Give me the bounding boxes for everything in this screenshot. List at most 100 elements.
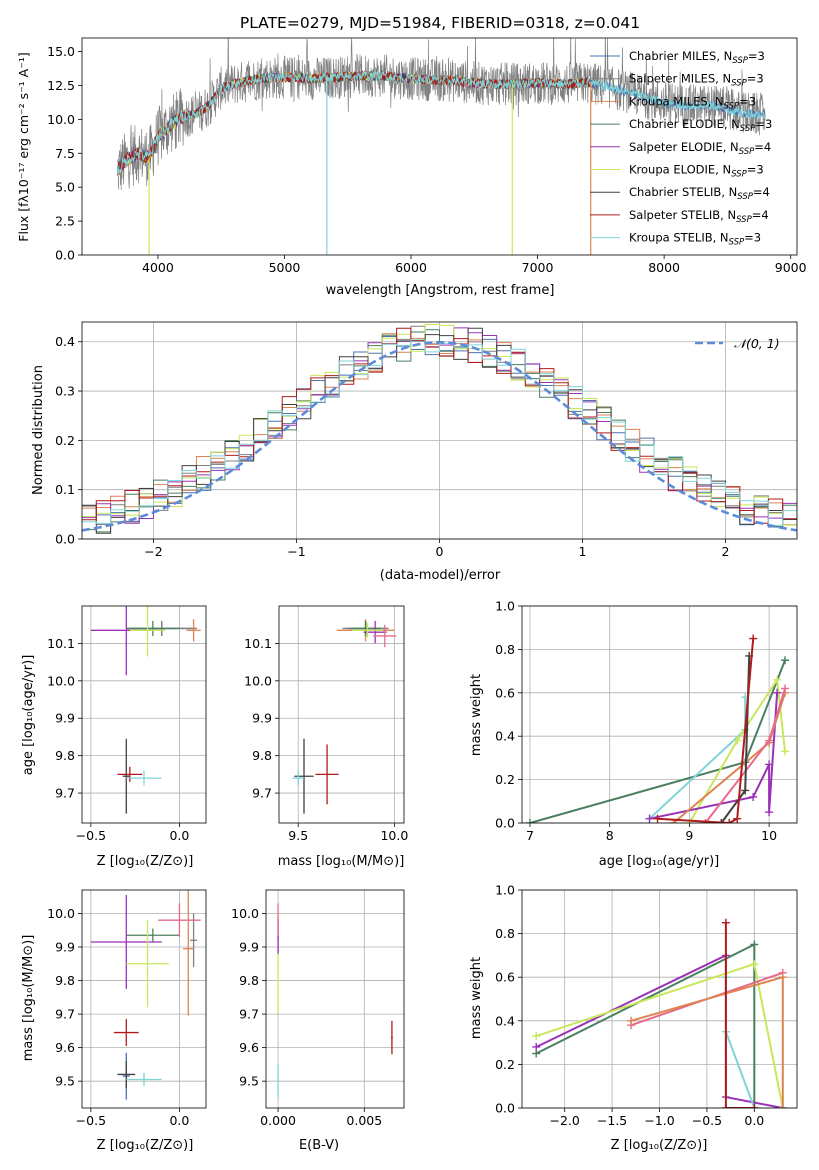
massweight-vs-Z-series-marker [532,1032,541,1041]
spectrum-y-tick-label: 2.5 [55,214,75,229]
mass-vs-Z-errorbar-point [126,920,169,1008]
massweight-vs-Z-panel: −2.0 −1.5 −1.0 −0.5 0.0 0.0 0.2 0.4 0.6 0.8 1.0 Z … [469,883,798,1153]
age-vs-Z-errorbar-point [122,738,130,814]
residuals-histogram-step [82,329,797,533]
age-vs-Z-errorbar-point [117,766,143,782]
mass-vs-Z-y-tick-label: 9.8 [55,973,75,988]
legend-label-rest: =3 [755,117,772,131]
mass-vs-Z-panel: −0.5 0.0 9.5 9.6 9.7 9.8 9.9 10.0 Z [log₁₀(Z/Z⊙… [21,889,207,1153]
massweight-vs-age-series-marker [773,688,782,697]
massweight-vs-age-series-marker [765,760,774,769]
residuals-histogram-step [82,336,797,535]
massweight-vs-Z-series-marker [627,1016,636,1025]
legend-subscript: SSP [731,170,747,180]
age-vs-Z-frame [81,605,207,824]
residuals-histogram-step [82,327,797,535]
residuals-y-tick-label: 0.2 [55,433,75,448]
massweight-vs-age-frame [521,605,798,824]
massweight-vs-age-series-marker [733,814,742,823]
spectrum-x-label: wavelength [Angstrom, rest frame] [326,283,555,298]
massweight-vs-age-x-tick-label: 9 [685,828,693,843]
massweight-vs-age-x-tick-label: 8 [606,828,614,843]
massweight-vs-Z-y-tick-label: 0.2 [495,1057,515,1072]
mass-vs-EBV-y-tick-label: 9.6 [239,1040,259,1055]
massweight-vs-age-series-marker [741,786,750,795]
massweight-vs-age-y-tick-label: 0.2 [495,772,515,787]
mass-vs-EBV-errorbar-point [277,903,279,937]
mass-vs-Z-errorbar-point [113,1019,139,1046]
mass-vs-EBV-y-tick-label: 9.5 [239,1074,259,1089]
legend-subscript: SSP [737,192,753,202]
legend-label: Kroupa STELIB, NSSP=3 [629,231,761,248]
age-vs-mass-x-tick-label: 10.0 [380,828,408,843]
spectrum-y-tick-label: 0.0 [55,248,75,263]
massweight-vs-age-panel: 7 8 9 10 0.0 0.2 0.4 0.6 0.8 1.0 age [log₁₀(age/y… [469,599,798,869]
mass-vs-EBV-x-tick-label: 0.000 [260,1113,296,1128]
massweight-vs-age-y-label: mass weight [469,674,484,756]
residuals-histogram-step [82,339,797,533]
age-vs-Z-x-label: Z [log₁₀(Z/Z⊙)] [97,854,194,869]
massweight-vs-age-series-line [688,676,786,823]
massweight-vs-Z-x-tick-label: 0.0 [744,1113,764,1128]
mass-vs-EBV-errorbar-point [391,1020,393,1055]
massweight-vs-age-series-marker [781,747,790,756]
age-vs-mass-y-tick-label: 10.0 [244,673,272,688]
massweight-vs-Z-y-tick-label: 0.8 [495,926,515,941]
mass-vs-EBV-y-tick-label: 9.9 [239,940,259,955]
residuals-y-tick-label: 0.1 [55,482,75,497]
massweight-vs-Z-series-marker [750,960,759,969]
age-vs-mass-y-tick-label: 9.9 [252,711,272,726]
legend-subscript: SSP [740,124,756,134]
age-vs-Z-y-label: age [log₁₀(age/yr)] [21,655,36,776]
legend-label: Chabrier MILES, NSSP=3 [629,49,765,66]
mass-vs-EBV-x-tick-label: 0.005 [346,1113,382,1128]
massweight-vs-age-series-marker [773,675,782,684]
residuals-y-tick-label: 0.4 [55,334,75,349]
residuals-x-tick-label: 1 [579,544,587,559]
massweight-vs-age-y-tick-label: 0.6 [495,685,515,700]
massweight-vs-age-series-marker [781,684,790,693]
age-vs-mass-panel: 9.5 10.0 9.7 9.8 9.9 10.0 10.1 mass [log₁₀(M/M… [244,605,408,869]
spectrum-x-tick-label: 4000 [142,260,174,275]
massweight-vs-age-x-tick-label: 10 [761,828,777,843]
spectrum-y-tick-label: 12.5 [47,78,75,93]
residuals-frame [81,321,798,540]
mass-vs-Z-errorbar-point [158,903,201,937]
legend-label: Chabrier ELODIE, NSSP=3 [629,117,772,134]
massweight-vs-Z-series-marker [778,1104,787,1108]
age-vs-Z-x-tick-label: 0.0 [169,828,189,843]
spectrum-series-line [116,70,766,175]
age-vs-Z-panel: −0.5 0.0 9.7 9.8 9.9 10.0 10.1 Z [log₁₀(Z/Z⊙)]… [21,605,207,869]
massweight-vs-Z-series-line [724,922,755,1108]
residuals-y-label: Normed distribution [31,365,46,495]
legend-label-rest: =4 [753,185,770,199]
massweight-vs-Z-y-tick-label: 0.6 [495,970,515,985]
residuals-gaussian-curve [82,340,797,532]
massweight-vs-age-series-marker [749,792,758,801]
spectrum-frame [81,37,798,256]
age-vs-Z-errorbar-point [126,620,180,636]
mass-vs-Z-y-tick-label: 9.6 [55,1040,75,1055]
massweight-vs-Z-frame [521,889,798,1109]
spectrum-panel: PLATE=0279, MJD=51984, FIBERID=0318, z=0… [16,14,807,298]
legend-label: Kroupa ELODIE, NSSP=3 [629,163,764,180]
massweight-vs-Z-series-marker [750,940,759,949]
mass-vs-EBV-frame [265,889,405,1109]
massweight-vs-age-series-marker [725,819,734,823]
legend-label-rest: =3 [747,72,764,86]
massweight-vs-Z-x-tick-label: −1.5 [597,1113,627,1128]
age-vs-Z-x-tick-label: −0.5 [76,828,106,843]
mass-vs-Z-y-tick-label: 10.0 [47,906,75,921]
legend-label-rest: =3 [744,231,761,245]
massweight-vs-age-series-marker [749,634,758,643]
legend-label-rest: =4 [754,140,771,154]
legend-label-rest: =3 [747,163,764,177]
spectrum-legend: Chabrier MILES, NSSP=3 Salpeter MILES, NS… [590,49,772,248]
massweight-vs-age-series-marker [653,814,662,823]
spectrum-x-tick-label: 8000 [648,260,680,275]
massweight-vs-age-x-tick-label: 7 [526,828,534,843]
massweight-vs-Z-series-marker [721,918,730,927]
mass-vs-Z-frame [81,889,207,1109]
residuals-histogram-step [82,333,797,535]
